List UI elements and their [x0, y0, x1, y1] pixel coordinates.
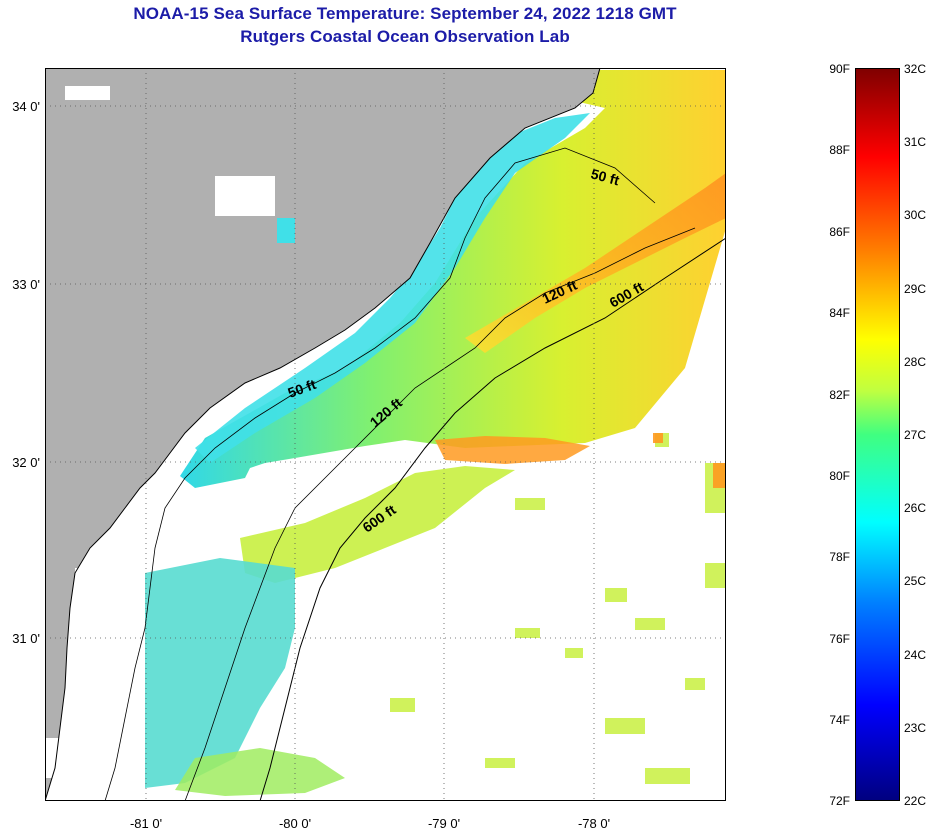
colorbar-c-28: 28C [904, 355, 927, 369]
isobath-50ft [104, 147, 656, 801]
warm-pixels [653, 433, 726, 488]
colorbar-c-31: 31C [904, 135, 927, 149]
inland-water-patch [277, 218, 295, 243]
colorbar-c-29: 29C [904, 282, 927, 296]
lat-label-33: 33 0' [12, 277, 40, 292]
lon-label-79: -79 0' [427, 816, 461, 831]
lat-label-32: 32 0' [12, 455, 40, 470]
lat-label-31: 31 0' [12, 631, 40, 646]
gulf-stream-filament [435, 436, 590, 464]
map-title: NOAA-15 Sea Surface Temperature: Septemb… [133, 4, 677, 23]
colorbar-f-84: 84F [829, 306, 850, 320]
sst-map-canvas: 50 ft 120 ft 600 ft 50 ft 120 ft 600 ft [45, 68, 726, 801]
sst-map[interactable]: 50 ft 120 ft 600 ft 50 ft 120 ft 600 ft [45, 68, 726, 801]
colorbar-f-74: 74F [829, 713, 850, 727]
colorbar-c-26: 26C [904, 501, 927, 515]
colorbar-f-88: 88F [829, 143, 850, 157]
isobath-120ft [184, 227, 696, 801]
colorbar-c-32: 32C [904, 62, 927, 76]
land-cloud-patches [45, 86, 275, 778]
colorbar-f-86: 86F [829, 225, 850, 239]
isobath-600ft [259, 237, 726, 801]
lon-label-80: -80 0' [278, 816, 312, 831]
colorbar-f-82: 82F [829, 388, 850, 402]
colorbar-c-24: 24C [904, 648, 927, 662]
sst-patch-southwest [175, 748, 345, 796]
sst-swath-middle [240, 466, 515, 583]
map-subtitle: Rutgers Coastal Ocean Observation Lab [240, 27, 570, 46]
colorbar-c-27: 27C [904, 428, 927, 442]
contour-label-50ft-north: 50 ft [589, 165, 621, 188]
land-mass [45, 68, 600, 801]
gulf-stream-warm-band [465, 173, 726, 353]
graticule [45, 68, 726, 801]
colorbar-f-78: 78F [829, 550, 850, 564]
colorbar-c-30: 30C [904, 208, 927, 222]
lat-label-34: 34 0' [12, 99, 40, 114]
colorbar-f-90: 90F [829, 62, 850, 76]
map-border [45, 68, 726, 801]
lon-label-78: -78 0' [577, 816, 611, 831]
lon-label-81: -81 0' [129, 816, 163, 831]
temperature-colorbar [855, 68, 900, 801]
colorbar-f-80: 80F [829, 469, 850, 483]
nearshore-cool-water [195, 113, 590, 463]
colorbar-f-72: 72F [829, 794, 850, 808]
colorbar-c-25: 25C [904, 574, 927, 588]
colorbar-c-22: 22C [904, 794, 927, 808]
coastline [45, 68, 601, 801]
colorbar-f-76: 76F [829, 632, 850, 646]
colorbar-c-23: 23C [904, 721, 927, 735]
sst-swath-south [145, 558, 295, 788]
